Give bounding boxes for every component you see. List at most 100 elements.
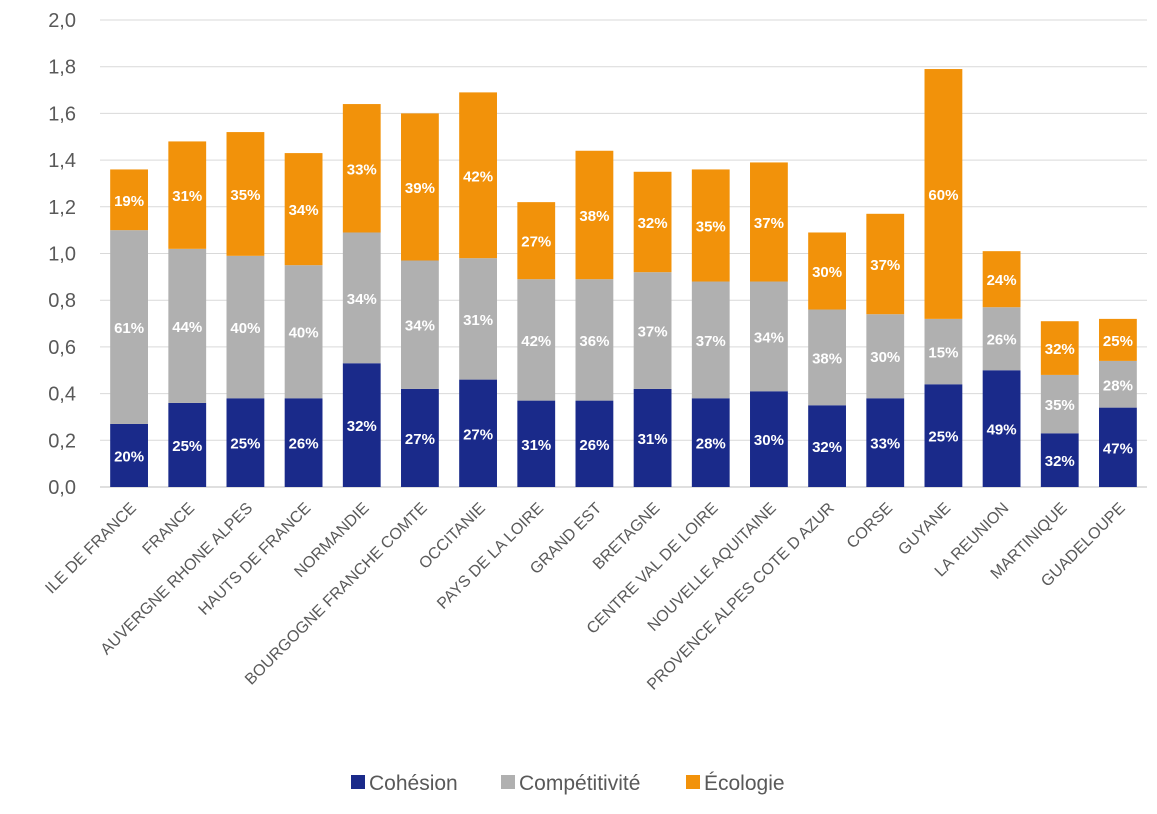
data-label: 40% (230, 320, 260, 337)
data-label: 30% (754, 432, 784, 449)
data-label: 28% (696, 436, 726, 453)
bar-segment (808, 309, 846, 406)
bar-segment (808, 405, 846, 487)
bar-segment (110, 230, 148, 424)
data-label: 37% (870, 257, 900, 274)
y-axis: 0,0 0,2 0,4 0,6 0,8 1,0 1,2 1,4 1,6 1,8 2,0 (48, 10, 76, 499)
data-labels: 20% 61% 19% 25% 44% 31% 25% 40% 35% 26% 40% 34% 32% 3… (114, 161, 1133, 470)
bar-segment (866, 314, 905, 399)
data-label: 32% (347, 418, 377, 435)
y-tick-label: 0,0 (48, 477, 76, 499)
bar-segment (575, 279, 614, 401)
data-label: 27% (521, 234, 551, 251)
bar-segment (459, 258, 497, 380)
bar-segment (982, 307, 1021, 371)
data-label: 31% (521, 437, 551, 454)
data-label: 30% (870, 349, 900, 366)
x-tick-label: FRANCE (140, 500, 199, 559)
data-label: 35% (230, 187, 260, 204)
data-label: 38% (812, 350, 842, 367)
data-label: 39% (405, 180, 435, 197)
bar-segment (1040, 321, 1079, 375)
bar-segment (633, 388, 672, 487)
data-label: 25% (928, 429, 958, 446)
y-tick-label: 1,0 (48, 244, 76, 266)
bar-segment (517, 400, 556, 487)
bar-segment (982, 251, 1021, 308)
bar-segment (575, 400, 614, 487)
data-label: 34% (405, 318, 435, 335)
data-label: 26% (289, 436, 319, 453)
data-label: 40% (289, 325, 319, 342)
bar-segment (342, 363, 381, 487)
data-label: 33% (870, 436, 900, 453)
data-label: 37% (638, 324, 668, 341)
y-tick-label: 0,4 (48, 384, 76, 406)
y-tick-label: 0,8 (48, 290, 76, 312)
data-label: 28% (1103, 377, 1133, 394)
data-label: 38% (579, 208, 609, 225)
y-tick-label: 1,8 (48, 57, 76, 79)
data-label: 35% (696, 218, 726, 235)
bar-segment (110, 169, 148, 231)
bar-segment (575, 150, 614, 280)
bar-segment (459, 92, 497, 259)
data-label: 25% (172, 438, 202, 455)
bar-segment (866, 398, 905, 487)
bar-segment (924, 384, 963, 487)
bar-segment (750, 281, 788, 392)
bar-segment (691, 169, 730, 282)
y-tick-label: 1,4 (48, 150, 76, 172)
bar-segment (168, 248, 207, 403)
bar-segment (226, 398, 265, 487)
bar-segment (401, 388, 439, 487)
data-label: 47% (1103, 440, 1133, 457)
x-tick-label: PAYS DE LA LOIRE (434, 500, 547, 613)
y-tick-label: 2,0 (48, 10, 76, 32)
data-label: 34% (347, 291, 377, 308)
data-label: 32% (812, 439, 842, 456)
data-label: 25% (230, 436, 260, 453)
bar-segment (284, 398, 323, 487)
bar-segment (924, 69, 963, 319)
data-label: 20% (114, 448, 144, 465)
bar-segment (401, 260, 439, 389)
data-label: 26% (579, 437, 609, 454)
bar-segment (342, 232, 381, 364)
legend-swatch (686, 775, 700, 789)
data-label: 27% (405, 431, 435, 448)
bar-segment (168, 141, 207, 249)
data-label: 26% (987, 332, 1017, 349)
bar-segment (284, 265, 323, 399)
bar-segment (226, 255, 265, 399)
bar-segment (1099, 318, 1137, 361)
data-label: 37% (754, 215, 784, 232)
data-label: 33% (347, 161, 377, 178)
gridlines (100, 19, 1147, 488)
bar-segment (1099, 407, 1137, 487)
legend-label: Écologie (704, 772, 785, 795)
data-label: 31% (638, 431, 668, 448)
x-tick-label: GUYANE (895, 500, 954, 559)
data-label: 42% (521, 333, 551, 350)
bar-segment (1040, 374, 1079, 434)
bars (110, 69, 1137, 487)
bar-segment (284, 153, 323, 266)
y-tick-label: 1,6 (48, 103, 76, 125)
bar-segment (342, 104, 381, 233)
data-label: 36% (579, 333, 609, 350)
data-label: 34% (754, 329, 784, 346)
bar-segment (866, 213, 905, 315)
bar-segment (517, 279, 556, 401)
x-tick-label: HAUTS DE FRANCE (196, 500, 315, 619)
bar-segment (982, 370, 1021, 487)
bar-segment (1040, 433, 1079, 487)
x-tick-label: CORSE (844, 500, 896, 552)
bar-segment (110, 423, 148, 487)
data-label: 30% (812, 264, 842, 281)
y-tick-label: 0,2 (48, 430, 76, 452)
bar-segment (459, 379, 497, 487)
